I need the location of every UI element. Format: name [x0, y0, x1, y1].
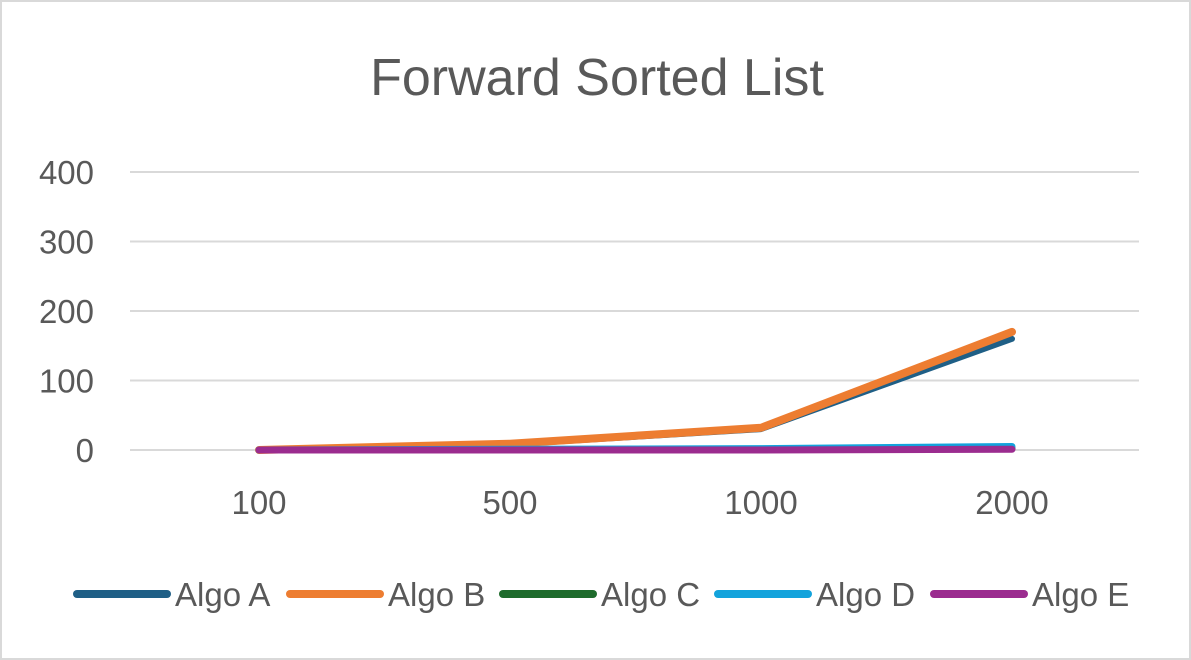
legend-item: Algo C — [499, 576, 700, 613]
gridlines — [130, 171, 1139, 451]
y-tick-label: 0 — [76, 432, 94, 469]
x-tick-label: 100 — [231, 484, 286, 521]
x-tick-label: 500 — [482, 484, 537, 521]
legend-label: Algo B — [388, 576, 485, 613]
series-lines — [255, 327, 1016, 454]
legend-label: Algo A — [175, 576, 270, 613]
series-line-algo-b — [255, 327, 1016, 454]
legend-item: Algo E — [930, 576, 1129, 613]
y-tick-label: 200 — [39, 293, 94, 330]
x-tick-label: 1000 — [724, 484, 797, 521]
y-tick-label: 400 — [39, 154, 94, 191]
legend-label: Algo C — [601, 576, 700, 613]
y-axis-tick-labels: 0 100 200 300 400 — [39, 154, 94, 469]
chart-title: Forward Sorted List — [370, 49, 824, 107]
legend-label: Algo E — [1032, 576, 1129, 613]
legend-item: Algo A — [73, 576, 270, 613]
legend-item: Algo D — [714, 576, 915, 613]
legend: Algo A Algo B Algo C Algo D Algo E — [73, 576, 1129, 613]
x-axis-tick-labels: 100 500 1000 2000 — [231, 484, 1048, 521]
series-line-algo-e — [255, 445, 1016, 454]
x-tick-label: 2000 — [975, 484, 1048, 521]
y-tick-label: 300 — [39, 224, 94, 261]
legend-item: Algo B — [286, 576, 485, 613]
y-tick-label: 100 — [39, 363, 94, 400]
legend-label: Algo D — [816, 576, 915, 613]
